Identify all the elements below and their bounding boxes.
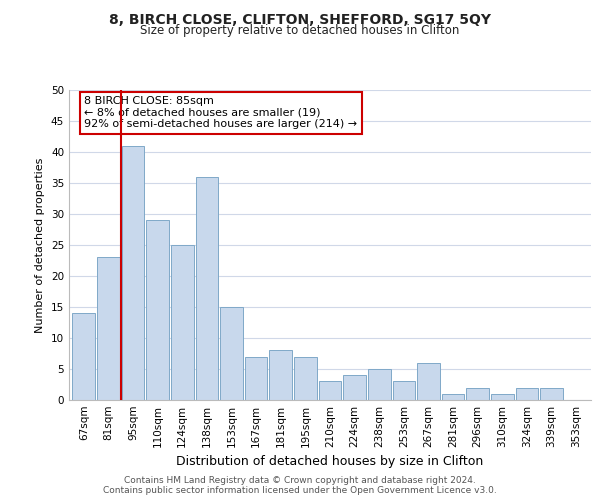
Bar xyxy=(220,307,243,400)
Bar xyxy=(417,363,440,400)
Bar xyxy=(466,388,489,400)
Bar xyxy=(515,388,538,400)
Bar xyxy=(343,375,366,400)
Bar xyxy=(196,177,218,400)
Text: Size of property relative to detached houses in Clifton: Size of property relative to detached ho… xyxy=(140,24,460,37)
Bar xyxy=(392,382,415,400)
Bar xyxy=(491,394,514,400)
Text: Contains public sector information licensed under the Open Government Licence v3: Contains public sector information licen… xyxy=(103,486,497,495)
Bar xyxy=(73,313,95,400)
Bar xyxy=(294,356,317,400)
Bar xyxy=(319,382,341,400)
Y-axis label: Number of detached properties: Number of detached properties xyxy=(35,158,46,332)
Bar xyxy=(442,394,464,400)
Bar xyxy=(368,369,391,400)
Text: 8, BIRCH CLOSE, CLIFTON, SHEFFORD, SG17 5QY: 8, BIRCH CLOSE, CLIFTON, SHEFFORD, SG17 … xyxy=(109,12,491,26)
Text: Contains HM Land Registry data © Crown copyright and database right 2024.: Contains HM Land Registry data © Crown c… xyxy=(124,476,476,485)
Bar xyxy=(97,258,120,400)
Bar xyxy=(269,350,292,400)
X-axis label: Distribution of detached houses by size in Clifton: Distribution of detached houses by size … xyxy=(176,456,484,468)
Text: 8 BIRCH CLOSE: 85sqm
← 8% of detached houses are smaller (19)
92% of semi-detach: 8 BIRCH CLOSE: 85sqm ← 8% of detached ho… xyxy=(84,96,357,130)
Bar xyxy=(171,245,194,400)
Bar xyxy=(146,220,169,400)
Bar xyxy=(245,356,268,400)
Bar xyxy=(540,388,563,400)
Bar xyxy=(122,146,145,400)
